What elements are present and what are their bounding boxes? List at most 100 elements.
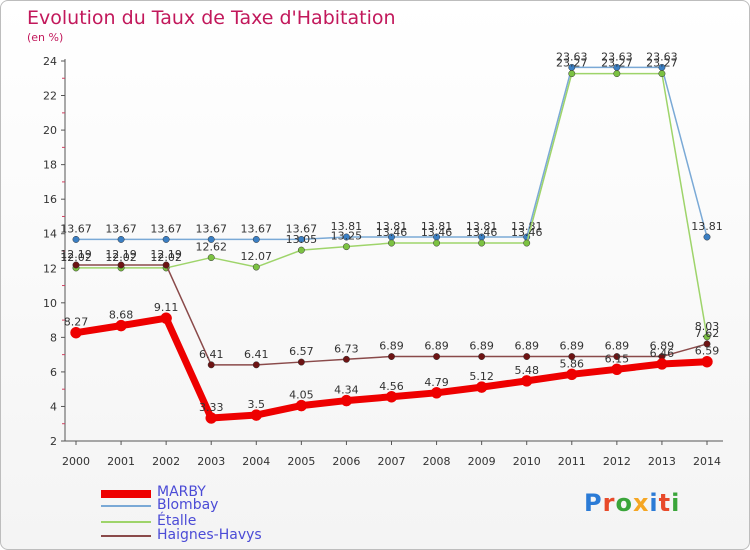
data-point-haignes-havys [342,355,350,363]
data-label-blombay: 13.81 [466,220,498,233]
data-point-haignes-havys [207,361,215,369]
data-label-blombay: 13.67 [286,222,318,235]
data-label-haignes-havys: 6.89 [469,340,494,353]
y-tick-label: 12 [43,262,57,275]
data-label-etalle: 12.62 [195,241,227,254]
x-tick-label: 2001 [107,455,135,468]
legend-item-marby: MARBY [101,484,301,500]
data-point-marby [250,409,263,421]
data-label-blombay: 13.81 [691,220,723,233]
logo-letter: i [649,489,659,517]
data-label-etalle: 23.27 [646,57,678,70]
data-label-etalle: 23.27 [556,57,588,70]
data-label-marby: 8.68 [109,309,134,322]
data-label-haignes-havys: 6.41 [199,348,224,361]
data-point-etalle [478,239,486,247]
data-point-etalle [703,333,711,341]
legend-label-blombay: Blombay [157,497,219,513]
data-point-etalle [658,70,666,78]
x-tick-label: 2000 [62,455,90,468]
legend-label-marby: MARBY [157,484,206,500]
chart-subtitle: (en %) [27,31,64,44]
data-label-marby: 4.56 [379,380,404,393]
data-label-blombay: 23.63 [556,50,588,63]
data-label-blombay: 13.67 [105,222,137,235]
y-tick-label: 18 [43,159,57,172]
data-label-marby: 6.15 [605,352,630,365]
data-label-marby: 3.33 [199,401,224,414]
y-tick-label: 8 [50,331,57,344]
data-label-etalle: 12.02 [60,251,92,264]
data-point-haignes-havys [388,353,395,360]
legend-swatch-blombay [101,505,151,507]
data-label-marby: 5.48 [514,364,539,377]
proxiti-logo: Proxiti [584,489,680,517]
data-label-haignes-havys: 6.57 [289,345,314,358]
data-point-haignes-havys [523,353,531,360]
data-point-etalle [613,70,621,78]
data-label-haignes-havys: 7.62 [695,327,720,340]
data-point-haignes-havys [72,261,80,269]
data-point-marby [205,412,217,424]
logo-letter: o [615,489,633,517]
data-label-blombay: 13.81 [376,220,408,233]
data-label-etalle: 12.02 [105,251,137,264]
data-point-marby [475,381,488,393]
data-label-blombay: 23.63 [646,50,678,63]
data-label-blombay: 13.81 [331,220,363,233]
data-point-marby [160,312,172,324]
data-point-marby [115,319,127,332]
data-point-marby [430,387,443,399]
data-label-haignes-havys: 6.89 [650,340,675,353]
data-label-blombay: 13.67 [195,222,227,235]
data-point-haignes-havys [613,353,621,360]
data-point-etalle [252,263,260,271]
data-point-blombay [162,235,170,243]
data-point-marby [385,391,398,403]
data-label-marby: 6.46 [650,347,675,360]
data-label-blombay: 13.67 [150,222,182,235]
data-point-marby [70,326,82,339]
legend-item-blombay: Blombay [101,497,301,513]
data-label-haignes-havys: 6.89 [605,340,630,353]
y-tick-label: 10 [43,297,57,310]
y-tick-label: 24 [43,55,57,68]
x-tick-label: 2014 [693,455,721,468]
data-point-haignes-havys [703,340,711,348]
series-line-blombay [75,66,708,241]
y-tick-label: 20 [43,124,57,137]
data-label-etalle: 8.03 [695,320,720,333]
data-label-blombay: 13.67 [241,222,273,235]
data-point-etalle [388,239,395,247]
data-point-marby [611,363,623,376]
data-label-blombay: 23.63 [601,50,633,63]
x-tick-label: 2010 [513,455,541,468]
data-point-blombay [207,235,215,243]
data-label-etalle: 13.46 [466,226,498,239]
legend-label-etalle: Étalle [157,513,197,529]
data-point-marby [520,375,533,387]
data-label-marby: 5.12 [469,370,494,383]
data-label-haignes-havys: 6.73 [334,342,359,355]
data-label-marby: 8.27 [64,316,89,329]
x-tick-label: 2009 [468,455,496,468]
y-tick-label: 22 [43,90,57,103]
data-label-haignes-havys: 12.19 [150,248,182,261]
data-label-etalle: 23.27 [601,57,633,70]
x-tick-label: 2008 [423,455,451,468]
data-point-haignes-havys [117,261,125,269]
y-tick-label: 6 [50,366,57,379]
data-point-marby [340,394,353,407]
data-label-etalle: 13.46 [421,226,453,239]
logo-letter: i [671,489,681,517]
data-point-etalle [568,70,576,78]
logo-letter: t [658,489,672,517]
x-tick-label: 2004 [242,455,270,468]
legend-item-etalle: Étalle [101,513,301,529]
data-label-marby: 6.59 [695,345,720,358]
legend-swatch-marby [101,490,151,498]
data-label-marby: 4.05 [289,389,314,402]
data-point-marby [701,355,713,368]
data-label-blombay: 13.81 [511,220,543,233]
